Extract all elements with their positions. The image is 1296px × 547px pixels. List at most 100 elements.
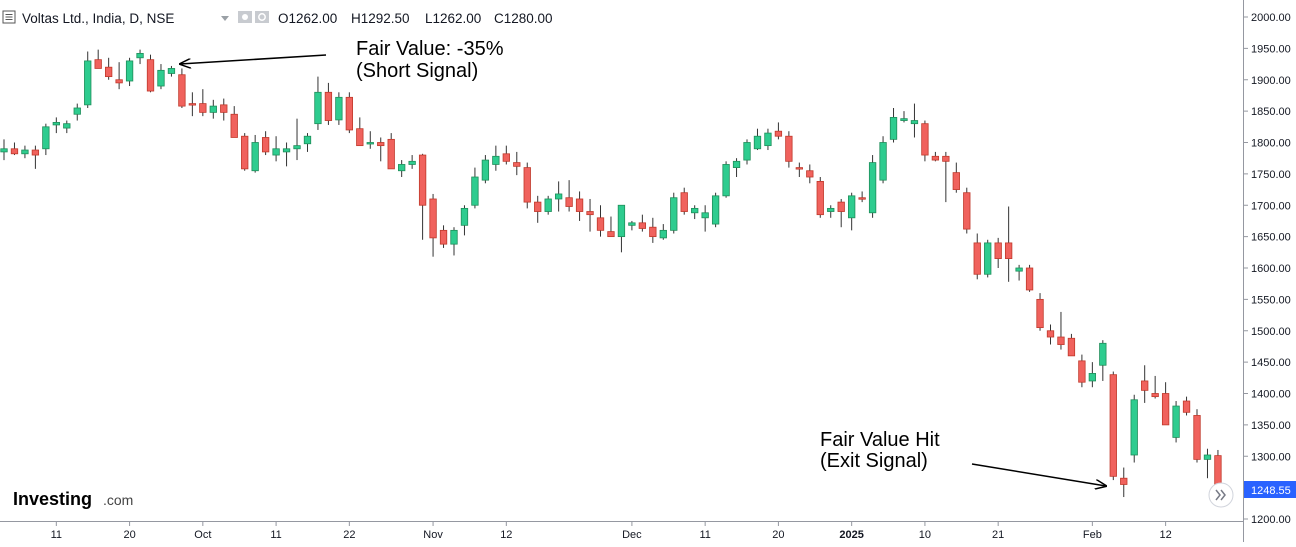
candle <box>795 162 803 178</box>
y-tick-label: 1750.00 <box>1251 169 1291 181</box>
candle-body-up <box>554 193 563 200</box>
x-tick-label: 11 <box>51 529 62 541</box>
candle <box>188 92 197 117</box>
candle <box>178 68 186 108</box>
candle <box>335 92 343 125</box>
candle <box>1057 311 1065 350</box>
x-tick-label: 10 <box>919 529 931 541</box>
menu-icon[interactable] <box>2 10 16 24</box>
candle <box>607 216 615 238</box>
candle-body-down <box>837 201 845 212</box>
candle <box>241 133 249 171</box>
candle <box>303 133 312 152</box>
candle-body-down <box>31 149 40 156</box>
candle-body-down <box>356 128 364 147</box>
last-price-value: 1248.55 <box>1251 485 1291 497</box>
candle <box>586 198 594 232</box>
candle <box>209 99 217 119</box>
candle <box>649 217 657 243</box>
candle-body-down <box>942 155 950 162</box>
eye-icon[interactable] <box>238 11 252 23</box>
candle-body-up <box>251 142 259 172</box>
candle <box>251 134 259 173</box>
candle <box>942 151 950 203</box>
candle-body-up <box>722 164 730 197</box>
chart-header: Voltas Ltd., India, D, NSE O1262.00 H129… <box>2 10 553 26</box>
candle <box>879 136 887 184</box>
candle <box>115 62 123 90</box>
candle <box>994 237 1002 268</box>
candle-body-down <box>1036 298 1044 329</box>
candle-body-down <box>1161 393 1170 426</box>
candle <box>1109 371 1117 481</box>
candle-body-down <box>94 59 102 69</box>
y-tick-label: 1350.00 <box>1251 420 1291 432</box>
candle <box>439 225 448 248</box>
candle-body-down <box>115 79 123 84</box>
candle-body-down <box>638 222 647 229</box>
candle-body-down <box>230 113 238 138</box>
settings-icon[interactable] <box>255 11 269 23</box>
candle-body-up <box>460 207 469 226</box>
candle-body-down <box>513 162 521 167</box>
candle <box>52 117 60 134</box>
candle <box>1025 264 1034 292</box>
candle-body-down <box>1057 336 1065 345</box>
candle <box>314 76 322 130</box>
candle <box>146 54 155 93</box>
candle <box>1046 324 1055 345</box>
candle <box>387 133 395 170</box>
candle-body-up <box>628 222 636 226</box>
candle-body-down <box>1046 330 1055 338</box>
candle-body-up <box>282 148 291 153</box>
symbol-title[interactable]: Voltas Ltd., India, D, NSE <box>22 11 174 26</box>
candle-body-up <box>398 164 406 172</box>
candle-body-down <box>324 91 333 121</box>
candle <box>167 65 176 77</box>
candle <box>952 162 960 193</box>
candle <box>73 103 81 121</box>
time-axis[interactable]: 11 20 Oct 11 22 Nov 12 Dec 11 20 2025 10 21 Feb 12 <box>51 521 1172 541</box>
candle-body-up <box>84 60 92 106</box>
candle <box>785 131 793 168</box>
candle <box>1193 409 1201 463</box>
candle-body-up <box>63 123 71 129</box>
candle <box>848 192 856 231</box>
candle <box>418 153 427 240</box>
candle-body-down <box>596 217 605 231</box>
candle-body-up <box>293 145 301 150</box>
candle <box>1078 354 1086 388</box>
candle <box>596 205 605 237</box>
candle-body-down <box>199 103 207 113</box>
price-axis[interactable]: 2000.00 1950.00 1900.00 1850.00 1800.00 1750.… <box>1243 12 1291 526</box>
candle-body-down <box>994 242 1002 259</box>
candle-body-up <box>910 120 919 125</box>
candle <box>105 57 113 80</box>
candle-body-down <box>680 192 688 212</box>
candle <box>84 51 92 108</box>
candle <box>743 139 751 165</box>
y-tick-label: 1850.00 <box>1251 106 1291 118</box>
candle-body-down <box>1182 400 1191 413</box>
candle <box>1067 333 1076 357</box>
candle <box>732 158 741 178</box>
candle-body-up <box>617 204 626 238</box>
candle <box>1130 394 1138 463</box>
candle <box>910 103 919 138</box>
candle <box>0 139 8 161</box>
candle <box>293 118 301 161</box>
exit-signal-label-line1: Fair Value Hit <box>820 429 940 451</box>
candle-body-down <box>1067 337 1076 357</box>
dropdown-caret-icon[interactable] <box>221 16 229 21</box>
x-tick-label: 11 <box>270 529 281 541</box>
candle <box>1088 362 1097 388</box>
x-tick-label: 21 <box>992 529 1004 541</box>
candle-body-up <box>366 142 374 145</box>
candle <box>711 192 720 228</box>
candle <box>659 224 667 240</box>
candle <box>125 57 134 87</box>
candle <box>230 106 238 138</box>
scroll-right-icon[interactable] <box>1208 482 1234 508</box>
